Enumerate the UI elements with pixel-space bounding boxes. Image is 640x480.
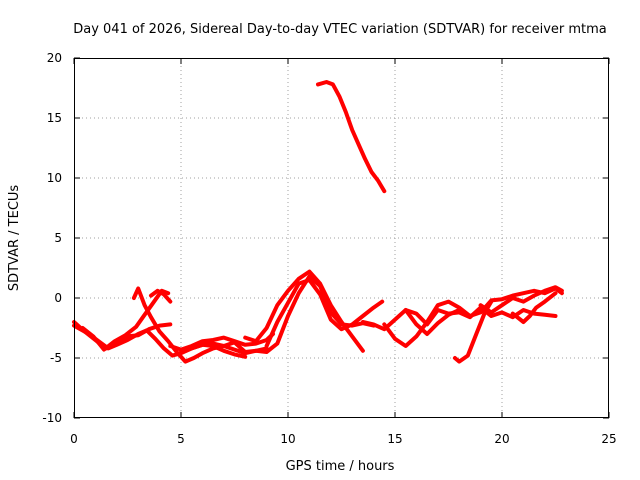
x-tick-label: 25 [601,432,616,446]
y-tick-label: 10 [47,171,62,185]
series-line-arc-4 [131,286,269,364]
series-line-arc-3 [80,288,171,352]
grid [74,58,609,418]
chart-title: Day 041 of 2026, Sidereal Day-to-day VTE… [73,22,607,37]
series-line-arc-13 [403,308,462,336]
series-line-arc-10 [316,80,387,194]
series-layer [72,80,564,364]
x-tick-label: 10 [280,432,295,446]
y-axis-label: SDTVAR / TECUs [7,185,22,292]
y-tick-label: 0 [54,291,62,305]
series-line-arc-9 [264,278,385,348]
y-tick-label: 20 [47,51,62,65]
x-tick-label: 5 [177,432,185,446]
x-tick-label: 20 [494,432,509,446]
y-tick-label: 15 [47,111,62,125]
y-tick-label: 5 [54,231,62,245]
series-line-arc-6 [168,332,275,352]
series-line-arc-11 [360,305,558,332]
x-tick-label: 0 [70,432,78,446]
series-line-arc-16 [510,291,558,324]
series-line-arc-12 [382,286,564,348]
y-tick-label: -5 [50,351,62,365]
series-line-arc-8 [243,269,365,353]
x-tick-label: 15 [387,432,402,446]
series-line-arc-5 [149,288,173,304]
series-line-arc-15 [478,285,564,315]
x-axis-label: GPS time / hours [286,459,395,474]
y-tick-label: -10 [42,411,62,425]
axis-ticks: 0 5 10 15 20 25 -10 -5 0 5 10 15 20 [42,51,616,446]
